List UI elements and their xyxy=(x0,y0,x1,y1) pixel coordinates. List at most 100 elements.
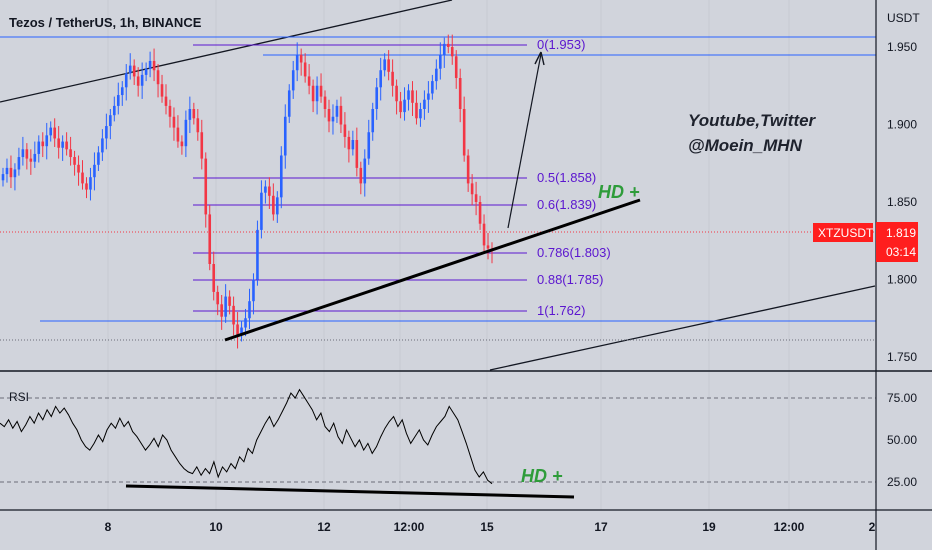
candle-body[interactable] xyxy=(41,141,45,147)
candle-body[interactable] xyxy=(355,140,359,168)
candle-body[interactable] xyxy=(53,127,56,139)
candle-body[interactable] xyxy=(29,158,33,162)
candle-body[interactable] xyxy=(268,186,271,196)
candle-body[interactable] xyxy=(276,197,279,215)
candle-body[interactable] xyxy=(204,158,208,215)
candle-body[interactable] xyxy=(113,105,116,116)
rsi-trendline[interactable] xyxy=(125,484,575,499)
candle-body[interactable] xyxy=(319,85,323,97)
candle-body[interactable] xyxy=(287,90,291,117)
candle-body[interactable] xyxy=(462,109,466,156)
candle-body[interactable] xyxy=(283,116,287,156)
candle-body[interactable] xyxy=(240,327,243,336)
candle-body[interactable] xyxy=(264,186,267,193)
candle-body[interactable] xyxy=(97,152,100,165)
candle-body[interactable] xyxy=(466,155,470,184)
candle-body[interactable] xyxy=(454,56,458,78)
candle-body[interactable] xyxy=(49,127,53,136)
candle-body[interactable] xyxy=(13,169,17,178)
candle-body[interactable] xyxy=(21,149,25,158)
candle-body[interactable] xyxy=(176,127,180,142)
candle-body[interactable] xyxy=(470,183,474,195)
candle-body[interactable] xyxy=(5,167,9,175)
candle-body[interactable] xyxy=(387,59,390,72)
candle-body[interactable] xyxy=(299,54,303,63)
candle-body[interactable] xyxy=(339,105,343,125)
candle-body[interactable] xyxy=(57,138,60,148)
candle-body[interactable] xyxy=(407,90,410,100)
candle-body[interactable] xyxy=(17,157,21,170)
candle-body[interactable] xyxy=(81,172,84,184)
candle-body[interactable] xyxy=(164,96,168,106)
candle-body[interactable] xyxy=(347,136,351,150)
fib-retracement[interactable]: 0(1.953) 0.5(1.858) 0.6(1.839) 0.786(1.803)… xyxy=(193,37,611,318)
candle-body[interactable] xyxy=(25,149,29,159)
candle-body[interactable] xyxy=(160,84,164,97)
candle-body[interactable] xyxy=(37,141,41,154)
candle-body[interactable] xyxy=(212,264,216,292)
candle-body[interactable] xyxy=(311,85,315,102)
candle-body[interactable] xyxy=(307,76,311,86)
candle-body[interactable] xyxy=(478,202,482,224)
rsi-pane[interactable]: HD + RSI xyxy=(0,388,876,499)
candle-body[interactable] xyxy=(184,119,188,147)
candle-body[interactable] xyxy=(89,177,92,190)
candle-body[interactable] xyxy=(363,158,367,184)
candle-body[interactable] xyxy=(156,70,160,85)
candle-body[interactable] xyxy=(101,138,104,153)
candle-body[interactable] xyxy=(200,132,204,159)
candle-body[interactable] xyxy=(93,164,96,178)
candle-body[interactable] xyxy=(140,74,144,86)
candle-body[interactable] xyxy=(295,54,299,71)
channel-top-line[interactable] xyxy=(0,0,453,103)
candle-body[interactable] xyxy=(482,223,486,246)
candle-body[interactable] xyxy=(224,296,227,317)
projection-arrow[interactable] xyxy=(507,53,542,229)
candle-body[interactable] xyxy=(45,135,49,147)
candle-body[interactable] xyxy=(260,192,263,230)
rsi-axis[interactable]: 75.00 50.00 25.00 xyxy=(887,391,917,489)
candle-body[interactable] xyxy=(172,116,176,128)
candle-body[interactable] xyxy=(431,81,434,94)
candle-body[interactable] xyxy=(152,60,156,71)
candle-body[interactable] xyxy=(256,229,259,280)
candle-body[interactable] xyxy=(77,164,80,173)
support-trendline[interactable] xyxy=(224,198,641,342)
candle-body[interactable] xyxy=(109,115,112,127)
candle-body[interactable] xyxy=(379,70,382,88)
candle-body[interactable] xyxy=(33,153,37,162)
candle-body[interactable] xyxy=(132,65,136,77)
channel-bottom-line[interactable] xyxy=(489,285,876,371)
candle-body[interactable] xyxy=(419,109,422,119)
candle-body[interactable] xyxy=(474,194,478,202)
candle-body[interactable] xyxy=(136,76,140,86)
price-axis[interactable]: 1.950 1.900 1.850 1.800 1.750 xyxy=(887,40,917,364)
candle-body[interactable] xyxy=(486,245,490,249)
candle-body[interactable] xyxy=(331,116,335,122)
candle-body[interactable] xyxy=(391,71,394,86)
time-axis[interactable]: 8 10 12 12:00 15 17 19 12:00 2 xyxy=(105,520,876,534)
candle-body[interactable] xyxy=(446,43,450,47)
candle-body[interactable] xyxy=(439,54,442,69)
candle-body[interactable] xyxy=(435,68,438,82)
candle-body[interactable] xyxy=(220,304,223,317)
candle-body[interactable] xyxy=(124,73,128,88)
candle-body[interactable] xyxy=(427,93,430,100)
candle-body[interactable] xyxy=(403,99,406,113)
candle-body[interactable] xyxy=(65,141,68,150)
candle-body[interactable] xyxy=(128,65,132,74)
candle-body[interactable] xyxy=(291,70,295,91)
candle-body[interactable] xyxy=(442,43,446,55)
candle-body[interactable] xyxy=(73,157,76,165)
candle-body[interactable] xyxy=(188,109,192,120)
candle-body[interactable] xyxy=(359,167,363,184)
candle-body[interactable] xyxy=(116,95,120,106)
candle-body[interactable] xyxy=(232,305,235,325)
candle-body[interactable] xyxy=(323,96,327,109)
candle-body[interactable] xyxy=(216,291,219,305)
candle-body[interactable] xyxy=(244,318,247,328)
candle-body[interactable] xyxy=(248,301,251,319)
candle-body[interactable] xyxy=(279,155,283,198)
candle-body[interactable] xyxy=(371,109,375,133)
